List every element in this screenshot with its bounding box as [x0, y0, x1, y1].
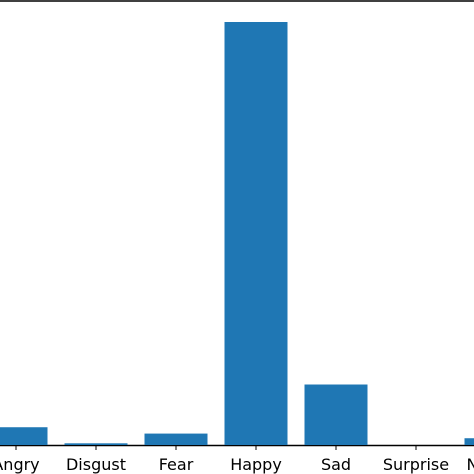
bars-group — [0, 22, 474, 445]
x-tick-label-disgust: Disgust — [66, 455, 126, 474]
x-tick-label-neutral: Neutral — [466, 455, 474, 474]
bar-angry — [0, 427, 48, 445]
bar-happy — [224, 22, 288, 445]
x-tick-label-angry: Angry — [0, 455, 40, 474]
x-tick-label-fear: Fear — [159, 455, 194, 474]
x-tick-label-sad: Sad — [321, 455, 351, 474]
x-tick-label-surprise: Surprise — [383, 455, 449, 474]
bar-sad — [304, 384, 368, 445]
bar-disgust — [64, 443, 128, 445]
bar-fear — [144, 433, 208, 445]
x-tick-label-happy: Happy — [230, 455, 282, 474]
tick-labels-group: Angry Disgust Fear Happy Sad Surprise Neutral — [0, 455, 474, 474]
ticks-group — [15, 445, 417, 450]
bar-neutral — [464, 438, 474, 445]
